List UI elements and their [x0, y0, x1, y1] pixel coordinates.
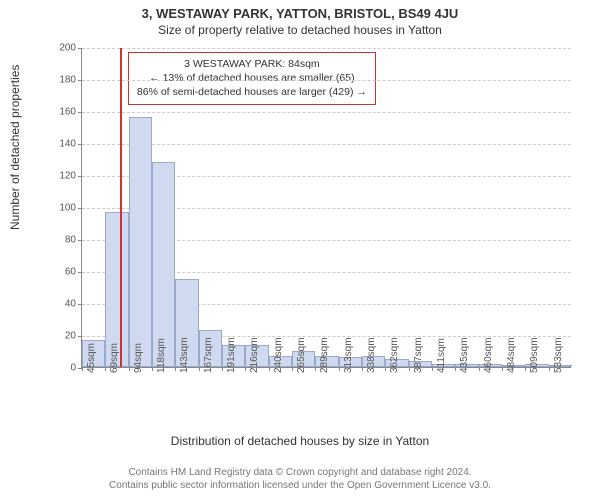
y-tick-label: 160: [59, 107, 76, 118]
x-tick-label: 265sqm: [296, 337, 307, 373]
x-tick-label: 362sqm: [389, 337, 400, 373]
x-tick-label: 94sqm: [133, 343, 144, 373]
chart-area: 3 WESTAWAY PARK: 84sqm ← 13% of detached…: [45, 48, 575, 418]
footer-line-2: Contains public sector information licen…: [0, 480, 600, 493]
grid-line: [82, 48, 571, 49]
x-tick-label: 484sqm: [506, 337, 517, 373]
x-tick-mark: [222, 367, 223, 371]
x-tick-label: 411sqm: [436, 338, 447, 373]
y-tick-label: 0: [70, 363, 76, 374]
y-tick-mark: [78, 304, 82, 305]
x-tick-mark: [455, 367, 456, 371]
y-tick-mark: [78, 48, 82, 49]
x-tick-mark: [269, 367, 270, 371]
x-tick-mark: [385, 367, 386, 371]
x-tick-label: 533sqm: [553, 337, 564, 373]
x-tick-mark: [199, 367, 200, 371]
histogram-bar: [152, 162, 175, 367]
x-tick-mark: [152, 367, 153, 371]
x-tick-label: 167sqm: [203, 337, 214, 373]
x-tick-mark: [315, 367, 316, 371]
y-tick-mark: [78, 112, 82, 113]
y-tick-label: 140: [59, 139, 76, 150]
histogram-plot: 3 WESTAWAY PARK: 84sqm ← 13% of detached…: [81, 48, 571, 368]
info-line-3: 86% of semi-detached houses are larger (…: [137, 85, 367, 99]
x-tick-mark: [432, 367, 433, 371]
x-tick-label: 289sqm: [319, 337, 330, 373]
x-tick-label: 118sqm: [156, 338, 167, 373]
x-tick-mark: [479, 367, 480, 371]
y-tick-mark: [78, 144, 82, 145]
marker-info-box: 3 WESTAWAY PARK: 84sqm ← 13% of detached…: [128, 52, 376, 105]
y-tick-label: 120: [59, 171, 76, 182]
x-axis-label: Distribution of detached houses by size …: [0, 434, 600, 448]
y-tick-label: 80: [65, 235, 76, 246]
x-tick-mark: [129, 367, 130, 371]
y-tick-label: 60: [65, 267, 76, 278]
x-tick-label: 240sqm: [273, 337, 284, 373]
y-tick-mark: [78, 208, 82, 209]
y-tick-mark: [78, 240, 82, 241]
page-root: 3, WESTAWAY PARK, YATTON, BRISTOL, BS49 …: [0, 0, 600, 500]
x-tick-mark: [339, 367, 340, 371]
x-tick-label: 191sqm: [226, 337, 237, 373]
x-tick-mark: [409, 367, 410, 371]
y-tick-mark: [78, 272, 82, 273]
x-tick-label: 313sqm: [343, 337, 354, 373]
page-title: 3, WESTAWAY PARK, YATTON, BRISTOL, BS49 …: [0, 0, 600, 21]
y-axis-label: Number of detached properties: [8, 65, 22, 230]
x-tick-label: 69sqm: [109, 343, 120, 373]
grid-line: [82, 80, 571, 81]
histogram-bar: [129, 117, 152, 367]
x-tick-label: 460sqm: [483, 337, 494, 373]
x-tick-mark: [245, 367, 246, 371]
x-tick-mark: [502, 367, 503, 371]
x-tick-label: 45sqm: [86, 343, 97, 373]
grid-line: [82, 112, 571, 113]
x-tick-label: 387sqm: [413, 337, 424, 373]
x-tick-label: 435sqm: [459, 337, 470, 373]
y-tick-mark: [78, 336, 82, 337]
x-tick-label: 338sqm: [366, 337, 377, 373]
y-tick-label: 20: [65, 331, 76, 342]
x-tick-label: 143sqm: [179, 337, 190, 373]
y-tick-label: 100: [59, 203, 76, 214]
info-line-1: 3 WESTAWAY PARK: 84sqm: [137, 57, 367, 71]
y-tick-label: 200: [59, 43, 76, 54]
x-tick-mark: [105, 367, 106, 371]
x-tick-mark: [82, 367, 83, 371]
x-tick-mark: [362, 367, 363, 371]
marker-line: [120, 48, 122, 367]
x-tick-mark: [175, 367, 176, 371]
info-line-2: ← 13% of detached houses are smaller (65…: [137, 71, 367, 85]
footer-attribution: Contains HM Land Registry data © Crown c…: [0, 467, 600, 492]
y-tick-label: 40: [65, 299, 76, 310]
x-tick-mark: [549, 367, 550, 371]
x-tick-mark: [292, 367, 293, 371]
x-tick-label: 509sqm: [529, 337, 540, 373]
y-tick-mark: [78, 80, 82, 81]
x-tick-mark: [525, 367, 526, 371]
grid-line: [82, 144, 571, 145]
page-subtitle: Size of property relative to detached ho…: [0, 21, 600, 37]
x-tick-label: 216sqm: [249, 337, 260, 373]
y-tick-mark: [78, 176, 82, 177]
y-tick-label: 180: [59, 75, 76, 86]
footer-line-1: Contains HM Land Registry data © Crown c…: [0, 467, 600, 480]
